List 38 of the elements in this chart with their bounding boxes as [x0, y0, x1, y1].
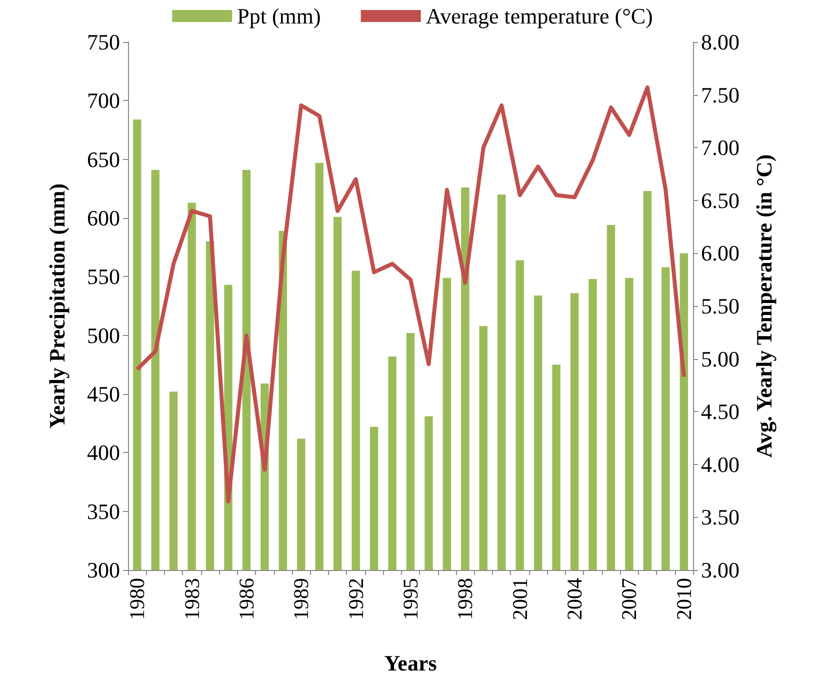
- y2-tick-label: 6.50: [701, 188, 740, 213]
- x-tick-label: 2001: [508, 578, 532, 620]
- legend-label: Average temperature (°C): [426, 4, 653, 28]
- y2-tick-label: 5.50: [701, 294, 740, 318]
- y2-tick-label: 4.50: [701, 399, 740, 424]
- x-tick-label: 2007: [617, 578, 642, 620]
- y2-tick-label: 6.00: [701, 240, 740, 266]
- y2-tick-label: 8.00: [701, 30, 740, 54]
- y-tick-label: 350: [87, 498, 120, 524]
- y2-tick-label: 3.50: [701, 504, 740, 530]
- x-tick-label: 2004: [562, 578, 587, 620]
- y-tick-label: 450: [87, 382, 120, 406]
- x-tick-label: 1983: [180, 578, 204, 620]
- x-axis-title: Years: [384, 650, 438, 676]
- x-tick-label: 1986: [234, 578, 258, 620]
- y-tick-label: 700: [87, 88, 120, 114]
- y-tick-label: 750: [87, 30, 120, 54]
- y-tick-label: 500: [87, 322, 120, 348]
- y2-tick-label: 7.50: [701, 82, 740, 108]
- x-tick-label: 2010: [672, 578, 696, 620]
- y2-tick-label: 3.00: [701, 558, 740, 582]
- x-tick-label: 1998: [453, 578, 478, 620]
- y-tick-label: 550: [87, 264, 120, 290]
- x-tick-label: 1992: [344, 578, 368, 620]
- x-tick-label: 1989: [289, 578, 314, 620]
- x-tick-label: 1995: [398, 578, 422, 620]
- x-tick-label: 1980: [125, 578, 150, 620]
- line-series: [135, 85, 686, 504]
- y-tick-label: 650: [87, 146, 120, 172]
- y2-tick-label: 4.00: [701, 452, 740, 477]
- y-tick-label: 400: [87, 440, 120, 466]
- y-tick-label: 300: [87, 558, 120, 582]
- y2-tick-label: 7.00: [701, 135, 740, 160]
- y2-tick-label: 5.00: [701, 346, 740, 372]
- legend-label: Ppt (mm): [237, 4, 321, 28]
- y-axis-title: Yearly Precipitation (mm): [44, 183, 70, 429]
- y-tick-label: 600: [87, 206, 120, 230]
- y2-axis-title: Avg. Yearly Temperature (in °C): [752, 154, 776, 458]
